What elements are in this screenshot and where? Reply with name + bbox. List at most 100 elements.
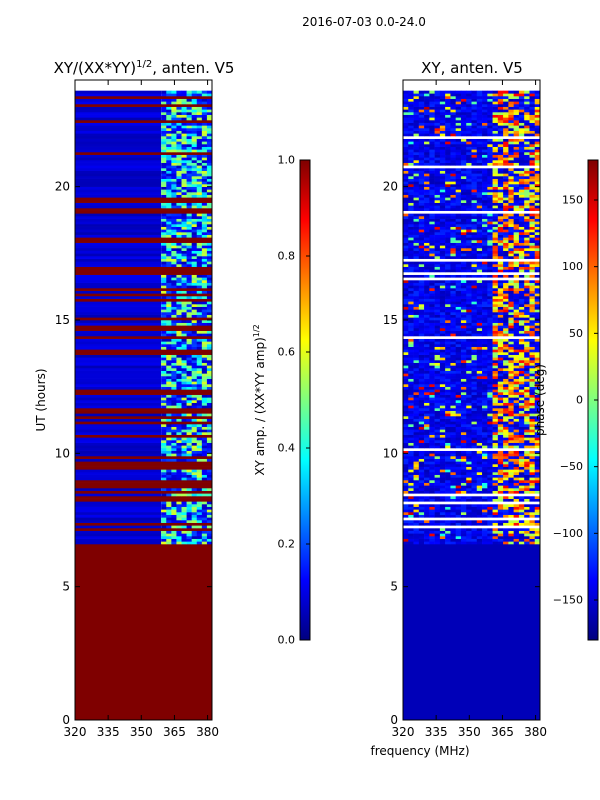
left-heatmap-cell (75, 117, 162, 121)
right-heatmap-cell (408, 304, 414, 307)
right-heatmap-row (403, 258, 540, 262)
right-heatmap-cell (450, 328, 456, 331)
right-heatmap-cell (492, 394, 499, 398)
right-heatmap-cell (529, 370, 536, 374)
right-heatmap-cell (513, 224, 520, 227)
right-heatmap-row (403, 400, 541, 403)
left-heatmap-cell (75, 274, 162, 278)
right-heatmap-cell (439, 477, 446, 481)
right-heatmap-cell (418, 232, 425, 235)
right-heatmap-cell (418, 197, 425, 201)
right-heatmap-cell (403, 530, 409, 534)
right-heatmap-cell (439, 282, 446, 286)
right-heatmap-cell (460, 197, 467, 201)
right-heatmap-cell (476, 453, 483, 457)
right-heatmap-cell (460, 234, 467, 238)
right-heatmap-cell (492, 280, 499, 283)
right-heatmap-cell (450, 312, 456, 315)
left-heatmap-cell (166, 194, 172, 198)
right-heatmap-cell (492, 312, 499, 315)
left-heatmap-row (75, 530, 213, 534)
left-heatmap-cell (201, 386, 208, 390)
right-heatmap-cell (529, 245, 536, 249)
left-heatmap-cell (191, 280, 198, 283)
right-heatmap-cell (429, 296, 435, 299)
right-heatmap-cell (460, 450, 467, 454)
right-heatmap-cell (524, 194, 530, 198)
right-heatmap-cell (497, 488, 504, 491)
right-heatmap-cell (518, 464, 525, 467)
right-heatmap-cell (487, 506, 493, 510)
right-heatmap-cell (466, 538, 472, 542)
left-heatmap-row (75, 304, 213, 307)
right-heatmap-cell (460, 290, 467, 294)
left-heatmap-cell (176, 525, 182, 529)
right-heatmap-cell (534, 541, 541, 545)
right-heatmap-cell (403, 237, 409, 241)
right-heatmap-cell (492, 421, 499, 425)
right-heatmap-cell (408, 424, 414, 427)
right-heatmap-cell (476, 282, 483, 286)
left-heatmap-cell (186, 216, 192, 219)
right-heatmap-row (403, 458, 541, 462)
left-heatmap-cell (186, 221, 192, 225)
right-heatmap-cell (434, 512, 441, 515)
left-heatmap-cell (176, 501, 182, 505)
left-heatmap-cell (201, 357, 208, 361)
right-heatmap-cell (460, 466, 467, 470)
right-heatmap-cell (408, 376, 414, 379)
right-heatmap-row (403, 488, 541, 491)
right-heatmap-cell (418, 216, 425, 219)
right-heatmap-cell (518, 400, 525, 403)
right-heatmap-cell (413, 416, 420, 419)
right-heatmap-cell (450, 440, 456, 443)
right-heatmap-cell (460, 389, 467, 393)
right-heatmap-cell (424, 538, 430, 542)
left-heatmap-cell (186, 314, 192, 318)
right-heatmap-cell (439, 522, 446, 526)
left-heatmap-cell (186, 253, 192, 257)
right-heatmap-cell (529, 280, 536, 283)
right-heatmap-cell (529, 352, 536, 355)
right-heatmap-cell (482, 245, 488, 249)
right-heatmap-cell (492, 338, 499, 342)
right-heatmap-cell (455, 378, 462, 382)
left-heatmap-cell (181, 520, 187, 523)
right-heatmap-cell (508, 432, 514, 435)
right-heatmap-cell (508, 538, 514, 542)
left-heatmap-cell (75, 346, 162, 350)
right-heatmap-cell (445, 269, 451, 273)
right-heatmap-cell (413, 402, 420, 406)
left-heatmap-cell (161, 472, 167, 475)
right-heatmap-cell (418, 229, 425, 233)
left-heatmap-cell (75, 176, 162, 179)
right-heatmap-cell (445, 373, 451, 377)
left-heatmap-cell (176, 429, 182, 433)
right-heatmap-row (403, 221, 541, 225)
right-heatmap-cell (466, 362, 472, 366)
left-heatmap-cell (181, 245, 187, 249)
right-heatmap-cell (418, 450, 425, 454)
right-heatmap-cell (429, 349, 435, 353)
right-heatmap-cell (503, 408, 509, 411)
left-heatmap-cell (75, 541, 162, 545)
left-heatmap-cell (196, 170, 203, 174)
left-heatmap-cell (201, 437, 208, 441)
right-heatmap-cell (413, 426, 420, 430)
right-heatmap-cell (492, 282, 499, 286)
left-heatmap-cell (171, 400, 177, 403)
left-heatmap-cell (161, 354, 167, 358)
right-heatmap-cell (445, 498, 451, 502)
right-heatmap-cell (497, 341, 504, 345)
right-heatmap-cell (529, 325, 536, 329)
right-heatmap-cell (466, 394, 472, 398)
left-heatmap-cell (201, 106, 208, 110)
left-heatmap-cell (186, 381, 192, 385)
left-heatmap-cell (196, 520, 203, 523)
right-heatmap-cell (450, 376, 456, 379)
left-heatmap-cell (75, 184, 162, 187)
right-heatmap-cell (524, 466, 530, 470)
right-heatmap-cell (487, 402, 493, 406)
left-heatmap-cell (206, 114, 213, 118)
right-heatmap-cell (403, 472, 409, 475)
